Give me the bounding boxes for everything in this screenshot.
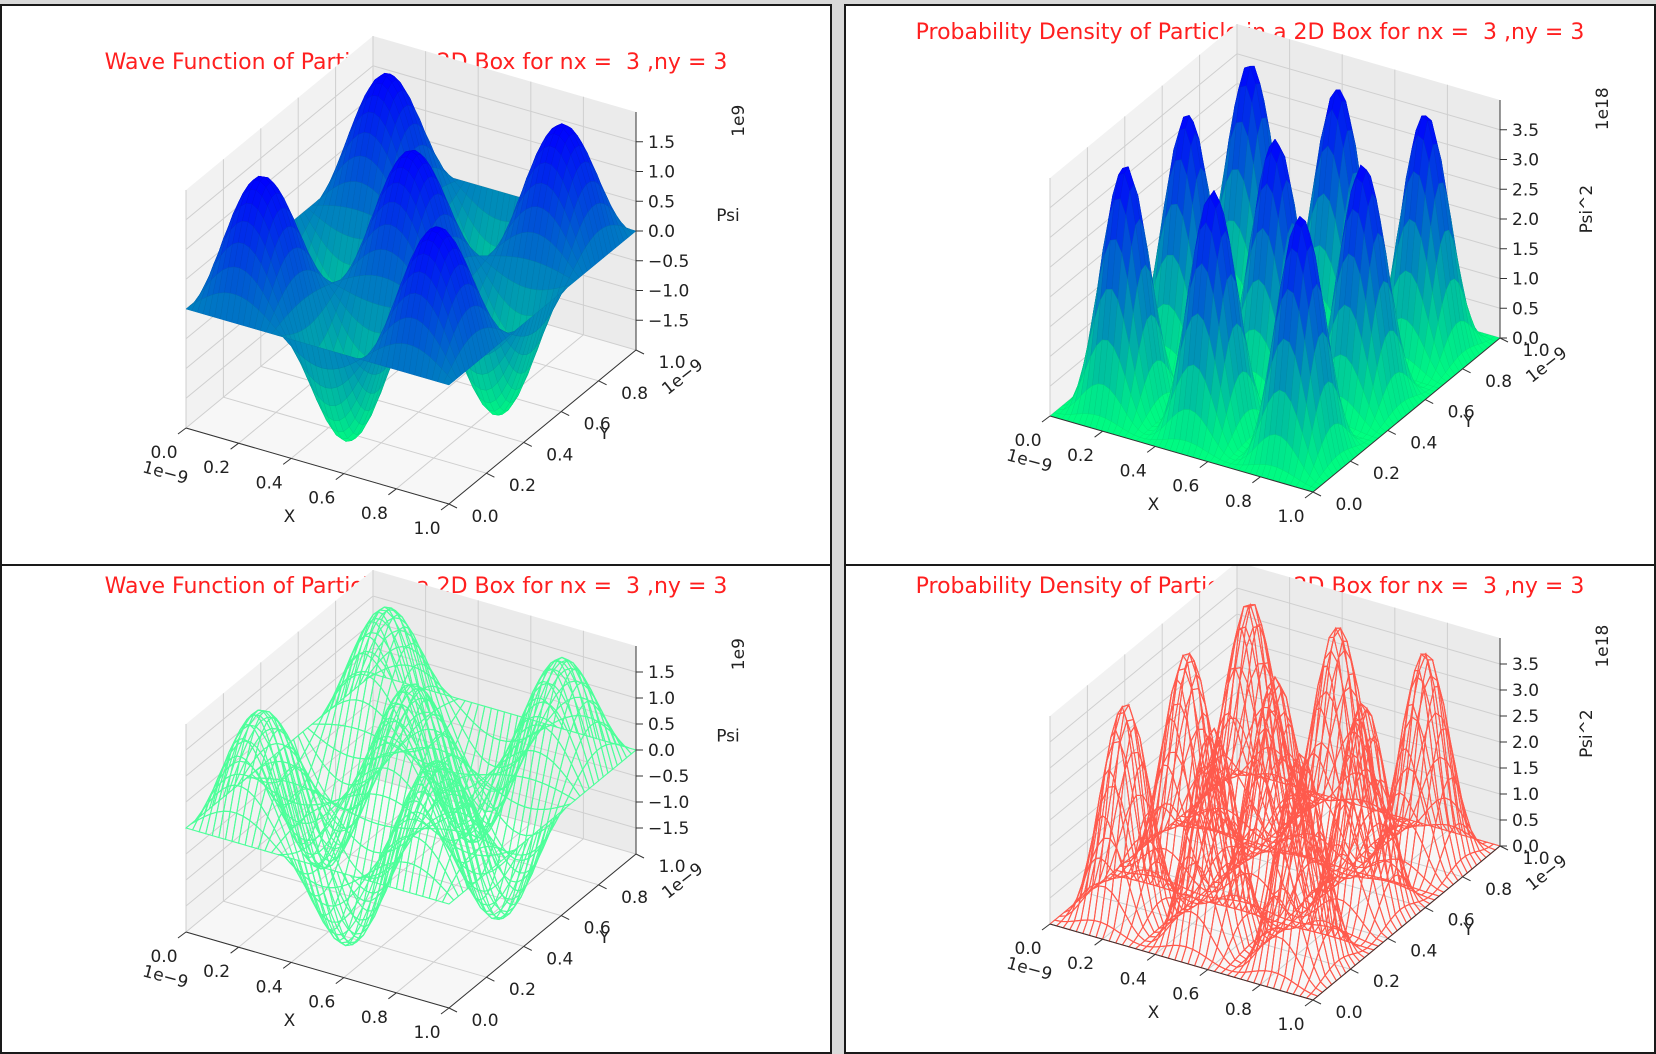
y-tick-label: 0.4 <box>546 445 573 465</box>
x-tick <box>177 427 187 435</box>
z-tick-label: 1.0 <box>648 163 675 183</box>
z-tick-label: 3.0 <box>1512 151 1539 171</box>
chart-title: Probability Density of Particle in a 2D … <box>915 20 1585 45</box>
z-tick-label: −1.5 <box>648 311 689 331</box>
x-tick-label: 1.0 <box>1277 507 1304 527</box>
y-tick-label: 0.6 <box>584 415 611 435</box>
y-tick <box>1462 368 1471 374</box>
surface-mesh <box>185 72 637 442</box>
z-axis-label: Psi^2 <box>1577 185 1597 234</box>
x-tick-label: 0.4 <box>1120 461 1147 481</box>
y-tick-label: 0.2 <box>1373 464 1400 484</box>
z-tick-label: −0.5 <box>648 252 689 272</box>
wave-function-filled-panel: Wave Function of Particle in a 2D Box fo… <box>0 4 832 566</box>
x-tick <box>1146 445 1156 453</box>
x-tick-label: 0.6 <box>308 489 335 509</box>
y-tick <box>486 472 495 478</box>
y-tick <box>523 441 533 447</box>
x-tick <box>1041 415 1051 423</box>
surface-plot: 0.00.20.40.60.81.0X1e−90.00.20.40.60.81.… <box>1004 24 1613 527</box>
z-tick-label: 0.5 <box>1512 299 1539 319</box>
z-tick-label: 0.0 <box>648 222 675 242</box>
z-tick-label: 1.5 <box>1512 240 1539 260</box>
z-tick-label: 2.5 <box>1512 180 1539 200</box>
y-tick <box>1387 429 1397 435</box>
z-tick-label: 1.0 <box>1512 270 1539 290</box>
x-axis-label: X <box>1148 495 1160 515</box>
x-tick <box>1252 476 1261 484</box>
z-offset-label: 1e18 <box>1593 87 1613 130</box>
z-offset-label: 1e9 <box>729 105 749 137</box>
x-tick-label: 0.8 <box>1225 492 1252 512</box>
x-tick-label: 0.0 <box>150 443 177 463</box>
z-tick-label: 0.0 <box>1512 329 1539 349</box>
surface-mesh <box>184 606 638 947</box>
y-axis-label: Y <box>1462 412 1474 432</box>
x-offset-label: 1e−9 <box>140 458 190 489</box>
y-tick <box>1312 491 1322 497</box>
y-tick-label: 0.2 <box>509 476 536 496</box>
x-axis-line <box>1049 415 1314 493</box>
probability-density-filled-panel: Probability Density of Particle in a 2D … <box>844 4 1656 566</box>
x-tick <box>282 457 292 465</box>
x-axis-label: X <box>284 507 296 527</box>
wave-function-wireframe-panel: Wave Function of Particle in a 2D Box fo… <box>0 564 832 1054</box>
y-tick-label: 1.0 <box>1522 341 1549 361</box>
x-tick <box>388 488 397 496</box>
surface-patch <box>442 374 454 386</box>
surface-plot: 0.00.20.40.60.81.0X1e−90.00.20.40.60.81.… <box>140 36 749 539</box>
x-tick <box>230 442 239 450</box>
x-tick <box>1199 461 1209 469</box>
x-tick-label: 0.0 <box>1014 431 1041 451</box>
y-tick-label: 0.0 <box>471 507 498 527</box>
z-tick-label: 3.5 <box>1512 121 1539 141</box>
z-tick-label: −1.0 <box>648 282 689 302</box>
y-tick <box>560 411 570 417</box>
x-tick <box>1304 491 1314 499</box>
y-tick <box>635 349 645 355</box>
x-tick-label: 0.4 <box>256 473 283 493</box>
z-axis-label: Psi <box>716 206 740 226</box>
z-tick-label: 0.5 <box>648 192 675 212</box>
x-tick-label: 0.8 <box>361 504 388 524</box>
y-tick-label: 0.8 <box>621 384 648 404</box>
y-axis-line <box>448 349 637 505</box>
z-tick-label: 1.5 <box>648 133 675 153</box>
axis-ticks: 0.00.20.40.60.81.0X1e−90.00.20.40.60.81.… <box>1004 87 1613 527</box>
y-tick-label: 0.8 <box>1485 372 1512 392</box>
x-tick <box>1094 430 1103 438</box>
x-tick-label: 1.0 <box>413 519 440 539</box>
y-axis-line <box>1312 337 1501 493</box>
y-tick-label: 1.0 <box>658 353 685 373</box>
surface-mesh <box>1049 65 1501 493</box>
x-axis-line <box>185 427 450 505</box>
y-tick <box>1350 460 1359 466</box>
z-tick-label: 2.0 <box>1512 210 1539 230</box>
y-tick <box>598 380 607 386</box>
x-tick-label: 0.2 <box>203 458 230 478</box>
y-tick <box>1499 337 1509 343</box>
y-tick-label: 0.0 <box>1335 495 1362 515</box>
y-axis-label: Y <box>598 424 610 444</box>
y-tick <box>1424 399 1434 405</box>
y-tick <box>448 503 458 509</box>
x-tick-label: 0.2 <box>1067 446 1094 466</box>
y-tick-label: 0.6 <box>1448 403 1475 423</box>
y-tick-label: 0.4 <box>1410 433 1437 453</box>
x-tick <box>440 503 450 511</box>
x-offset-label: 1e−9 <box>1004 446 1054 477</box>
x-tick-label: 0.6 <box>1172 477 1199 497</box>
x-tick <box>335 473 345 481</box>
surface-plot: 0.00.20.40.60.81.0X1e−90.00.20.40.60.81.… <box>140 570 749 1043</box>
